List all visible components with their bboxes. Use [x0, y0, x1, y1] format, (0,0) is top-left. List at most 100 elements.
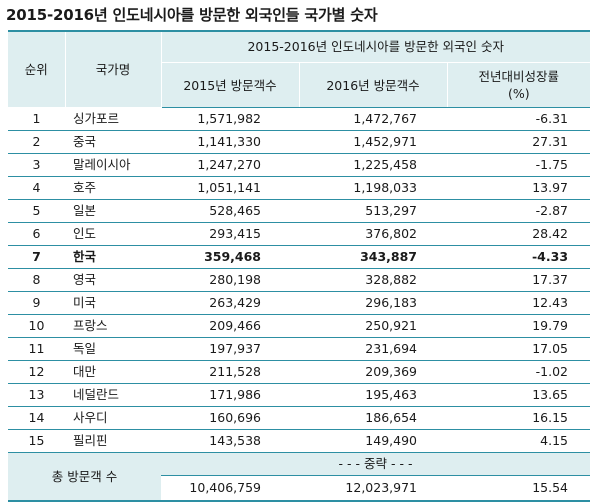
table-title: 2015-2016년 인도네시아를 방문한 외국인들 국가별 숫자 [6, 6, 378, 24]
visitors-2016-cell: 186,654 [299, 406, 447, 430]
growth-cell: 19.79 [447, 314, 591, 338]
country-cell: 싱가포르 [65, 107, 161, 131]
table-total: 총 방문객 수 - - - 중략 - - - 10,406,759 12,023… [8, 452, 591, 502]
total-growth: 15.54 [447, 475, 591, 502]
visitors-2016-cell: 250,921 [299, 314, 447, 338]
table-row: 6 인도 293,415 376,802 28.42 [8, 222, 591, 246]
visitors-2015-cell: 160,696 [161, 406, 299, 430]
country-cell: 중국 [65, 130, 161, 154]
table-row: 4 호주 1,051,141 1,198,033 13.97 [8, 176, 591, 200]
visitors-2015-cell: 197,937 [161, 337, 299, 361]
visitors-2015-cell: 143,538 [161, 429, 299, 453]
table-row: 14 사우디 160,696 186,654 16.15 [8, 406, 591, 430]
rank-cell: 9 [8, 291, 65, 315]
table-body: 1 싱가포르 1,571,982 1,472,767 -6.31 2 중국 1,141,330… [8, 107, 591, 453]
header-growth-line1: 전년대비성장률 [478, 69, 560, 84]
country-cell: 대만 [65, 360, 161, 384]
growth-cell: -1.02 [447, 360, 591, 384]
table-row: 13 네덜란드 171,986 195,463 13.65 [8, 383, 591, 407]
header-country: 국가명 [64, 30, 161, 108]
visitors-2016-cell: 513,297 [299, 199, 447, 223]
table-row: 12 대만 211,528 209,369 -1.02 [8, 360, 591, 384]
visitors-2016-cell: 195,463 [299, 383, 447, 407]
table-row: 9 미국 263,429 296,183 12.43 [8, 291, 591, 315]
country-cell: 미국 [65, 291, 161, 315]
growth-cell: 16.15 [447, 406, 591, 430]
growth-cell: -4.33 [447, 245, 591, 269]
growth-cell: 17.05 [447, 337, 591, 361]
growth-cell: -6.31 [447, 107, 591, 131]
rank-cell: 11 [8, 337, 65, 361]
rank-cell: 7 [8, 245, 65, 269]
total-2015: 10,406,759 [161, 475, 299, 502]
growth-cell: 27.31 [447, 130, 591, 154]
visitors-2016-cell: 343,887 [299, 245, 447, 269]
country-cell: 필리핀 [65, 429, 161, 453]
country-cell: 독일 [65, 337, 161, 361]
country-cell: 한국 [65, 245, 161, 269]
visitors-2015-cell: 1,051,141 [161, 176, 299, 200]
visitors-2015-cell: 528,465 [161, 199, 299, 223]
growth-cell: 28.42 [447, 222, 591, 246]
visitors-2015-cell: 209,466 [161, 314, 299, 338]
growth-cell: -2.87 [447, 199, 591, 223]
rank-cell: 12 [8, 360, 65, 384]
visitors-2015-cell: 211,528 [161, 360, 299, 384]
growth-cell: 13.97 [447, 176, 591, 200]
table-row: 11 독일 197,937 231,694 17.05 [8, 337, 591, 361]
table-row: 1 싱가포르 1,571,982 1,472,767 -6.31 [8, 107, 591, 131]
table-row: 10 프랑스 209,466 250,921 19.79 [8, 314, 591, 338]
visitors-2016-cell: 376,802 [299, 222, 447, 246]
total-label: 총 방문객 수 [8, 452, 161, 502]
table-row: 2 중국 1,141,330 1,452,971 27.31 [8, 130, 591, 154]
visitors-2016-cell: 296,183 [299, 291, 447, 315]
table-row: 8 영국 280,198 328,882 17.37 [8, 268, 591, 292]
table-row: 5 일본 528,465 513,297 -2.87 [8, 199, 591, 223]
growth-cell: 4.15 [447, 429, 591, 453]
country-cell: 일본 [65, 199, 161, 223]
rank-cell: 10 [8, 314, 65, 338]
rank-cell: 13 [8, 383, 65, 407]
rank-cell: 6 [8, 222, 65, 246]
rank-cell: 3 [8, 153, 65, 177]
country-cell: 인도 [65, 222, 161, 246]
country-cell: 네덜란드 [65, 383, 161, 407]
visitors-2015-cell: 1,141,330 [161, 130, 299, 154]
country-cell: 사우디 [65, 406, 161, 430]
visitors-2015-cell: 280,198 [161, 268, 299, 292]
growth-cell: 12.43 [447, 291, 591, 315]
country-cell: 영국 [65, 268, 161, 292]
visitors-2016-cell: 1,225,458 [299, 153, 447, 177]
header-2016: 2016년 방문객수 [298, 62, 447, 108]
visitors-2015-cell: 263,429 [161, 291, 299, 315]
header-growth-line2: (%) [507, 86, 530, 101]
visitor-table: 순위 국가명 2015-2016년 인도네시아를 방문한 외국인 숫자 2015… [8, 30, 591, 502]
visitors-2015-cell: 171,986 [161, 383, 299, 407]
country-cell: 호주 [65, 176, 161, 200]
header-rank: 순위 [8, 30, 65, 108]
visitors-2016-cell: 149,490 [299, 429, 447, 453]
country-cell: 프랑스 [65, 314, 161, 338]
growth-cell: -1.75 [447, 153, 591, 177]
visitors-2015-cell: 359,468 [161, 245, 299, 269]
rank-cell: 5 [8, 199, 65, 223]
visitors-2015-cell: 293,415 [161, 222, 299, 246]
header-2015: 2015년 방문객수 [160, 62, 299, 108]
visitors-2015-cell: 1,571,982 [161, 107, 299, 131]
total-2016: 12,023,971 [299, 475, 447, 502]
table-row: 7 한국 359,468 343,887 -4.33 [8, 245, 591, 269]
visitors-2016-cell: 1,198,033 [299, 176, 447, 200]
table-row: 15 필리핀 143,538 149,490 4.15 [8, 429, 591, 453]
rank-cell: 14 [8, 406, 65, 430]
rank-cell: 4 [8, 176, 65, 200]
rank-cell: 8 [8, 268, 65, 292]
header-group: 2015-2016년 인도네시아를 방문한 외국인 숫자 [160, 30, 591, 63]
visitors-2016-cell: 328,882 [299, 268, 447, 292]
rank-cell: 2 [8, 130, 65, 154]
visitors-2016-cell: 209,369 [299, 360, 447, 384]
rank-cell: 1 [8, 107, 65, 131]
header-growth: 전년대비성장률 (%) [446, 62, 591, 108]
visitors-2016-cell: 1,472,767 [299, 107, 447, 131]
total-middle-note: - - - 중략 - - - [161, 452, 591, 476]
table-row: 3 말레이시아 1,247,270 1,225,458 -1.75 [8, 153, 591, 177]
